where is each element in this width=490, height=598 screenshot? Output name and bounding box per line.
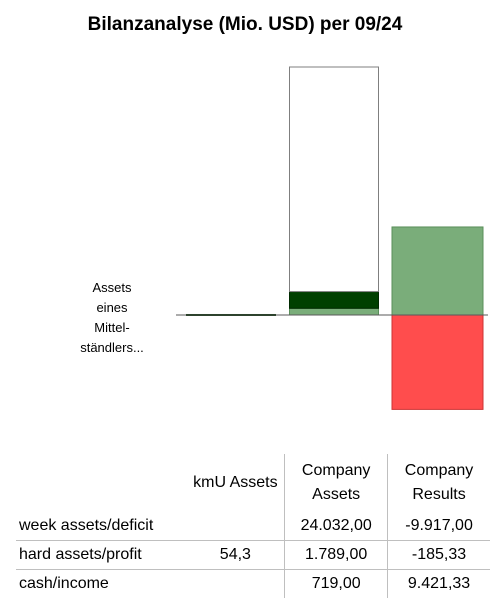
table-row-label: hard assets/profit bbox=[16, 541, 187, 570]
table-header-row: kmU Assets Company Assets Company Result… bbox=[16, 454, 490, 512]
table-header-company-results: Company Results bbox=[388, 454, 490, 512]
bar-company-results-income bbox=[392, 227, 483, 315]
table-cell: -185,33 bbox=[388, 541, 490, 570]
table-cell: 24.032,00 bbox=[285, 512, 388, 541]
table-cell: 1.789,00 bbox=[285, 541, 388, 570]
bar-company-assets-hard-assets bbox=[290, 292, 379, 309]
header-company-assets-text: Company Assets bbox=[294, 459, 378, 507]
table-cell: 9.421,33 bbox=[388, 570, 490, 598]
data-table: kmU Assets Company Assets Company Result… bbox=[16, 454, 490, 598]
table-row: week assets/deficit 24.032,00 -9.917,00 bbox=[16, 512, 490, 541]
table-row: hard assets/profit 54,3 1.789,00 -185,33 bbox=[16, 541, 490, 570]
table-cell: -9.917,00 bbox=[388, 512, 490, 541]
table-row-label: week assets/deficit bbox=[16, 512, 187, 541]
table-cell bbox=[187, 570, 285, 598]
annotation-line-4: ständlers... bbox=[62, 338, 162, 358]
annotation-line-3: Mittel- bbox=[62, 318, 162, 338]
table-row: cash/income 719,00 9.421,33 bbox=[16, 570, 490, 598]
table-header-company-assets: Company Assets bbox=[285, 454, 388, 512]
header-company-results-text: Company Results bbox=[397, 459, 481, 507]
chart-plot bbox=[0, 0, 490, 450]
table-row-label: cash/income bbox=[16, 570, 187, 598]
table-cell: 54,3 bbox=[187, 541, 285, 570]
annotation-line-2: eines bbox=[62, 298, 162, 318]
table-header-corner bbox=[16, 454, 187, 512]
table-cell bbox=[187, 512, 285, 541]
bars-group bbox=[187, 67, 484, 409]
table-header-kmu-assets: kmU Assets bbox=[187, 454, 285, 512]
bar-company-results-deficit bbox=[392, 315, 483, 409]
table-cell: 719,00 bbox=[285, 570, 388, 598]
bar-company-assets-cash bbox=[290, 308, 379, 315]
chart-annotation: Assets eines Mittel- ständlers... bbox=[62, 278, 162, 358]
annotation-line-1: Assets bbox=[62, 278, 162, 298]
bar-company-assets-week-assets bbox=[290, 67, 379, 292]
